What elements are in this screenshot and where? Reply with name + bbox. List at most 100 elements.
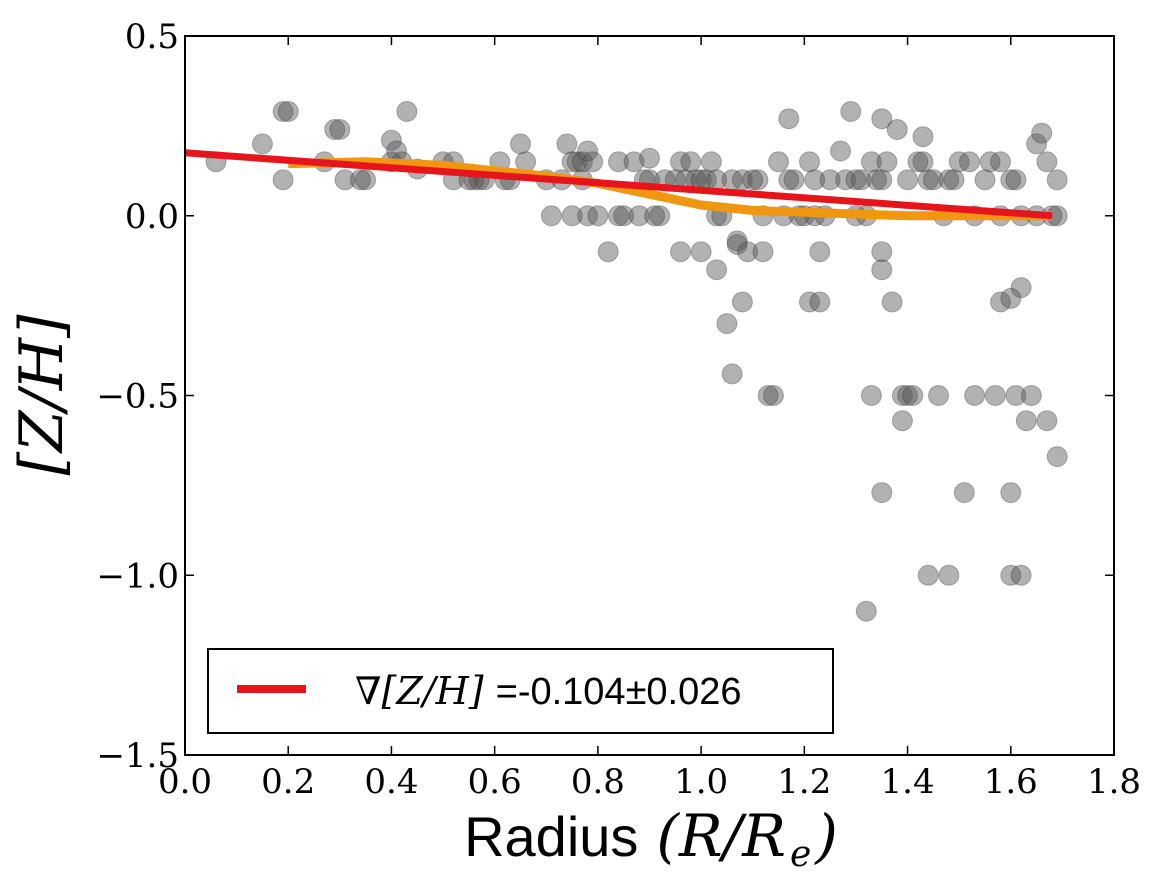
- scatter-point: [742, 169, 764, 191]
- scatter-point: [272, 101, 294, 122]
- x-tick-label: 1.2: [777, 762, 831, 802]
- scatter-point: [855, 600, 877, 622]
- scatter-point: [628, 205, 650, 227]
- scatter-point: [355, 169, 377, 191]
- scatter-point: [850, 169, 872, 191]
- scatter-point: [897, 169, 919, 191]
- scatter-point: [804, 169, 826, 191]
- scatter-point: [597, 241, 619, 263]
- scatter-point: [556, 133, 578, 155]
- scatter-point: [571, 151, 593, 173]
- scatter-point: [1026, 133, 1048, 155]
- scatter-point: [860, 385, 882, 406]
- x-tick-label: 0.6: [468, 762, 522, 802]
- scatter-point: [799, 151, 820, 173]
- legend-label-math: ∇[Z/H]: [355, 669, 484, 713]
- scatter-point: [974, 169, 996, 191]
- scatter-point: [938, 169, 960, 191]
- scatter-point: [700, 151, 722, 173]
- x-tick-label: 1.8: [1087, 762, 1141, 802]
- scatter-point: [783, 169, 805, 191]
- scatter-point: [871, 241, 893, 263]
- scatter-point: [1000, 287, 1022, 309]
- scatter-point: [1020, 385, 1042, 406]
- scatter-point: [582, 151, 604, 173]
- scatter-point: [251, 133, 273, 155]
- scatter-point: [943, 169, 965, 191]
- scatter-point: [644, 205, 666, 227]
- scatter-point: [886, 119, 908, 140]
- scatter-point: [799, 291, 820, 313]
- scatter-point: [871, 108, 893, 130]
- scatter-point: [510, 133, 531, 155]
- scatter-point: [881, 291, 903, 313]
- scatter-point: [324, 119, 346, 140]
- scatter-point: [272, 169, 294, 191]
- scatter-point: [912, 126, 934, 148]
- scatter-point: [1036, 410, 1058, 432]
- scatter-point: [1005, 169, 1027, 191]
- scatter-point: [680, 151, 702, 173]
- x-tick-label: 0.0: [158, 762, 212, 802]
- scatter-point: [350, 169, 371, 191]
- scatter-point: [608, 151, 629, 173]
- scatter-point: [1036, 151, 1058, 173]
- scatter-point: [1005, 385, 1027, 406]
- scatter-point: [566, 151, 588, 173]
- scatter-point: [639, 147, 660, 169]
- scatter-point: [866, 169, 888, 191]
- scatter-point: [959, 151, 980, 173]
- scatter-point: [1046, 446, 1068, 468]
- scatter-point: [964, 385, 986, 406]
- x-tick-label: 0.4: [364, 762, 418, 802]
- scatter-point: [768, 151, 789, 173]
- scatter-point: [1000, 564, 1022, 586]
- y-tick-label: 0.0: [125, 197, 179, 237]
- scatter-point: [1046, 169, 1068, 191]
- scatter-point: [922, 169, 944, 191]
- x-axis-label-word: Radius: [464, 805, 638, 868]
- scatter-point: [984, 385, 1006, 406]
- y-tick-label: −1.0: [96, 556, 179, 596]
- data-layer: [184, 101, 1068, 622]
- running-median-line: [288, 157, 1053, 221]
- x-axis-label-close: ): [813, 802, 838, 870]
- scatter-point: [396, 101, 418, 122]
- scatter-point: [1010, 277, 1032, 299]
- scatter-point: [334, 169, 356, 191]
- scatter-point: [561, 151, 583, 173]
- scatter-point: [380, 129, 402, 151]
- x-tick-label: 0.2: [261, 762, 315, 802]
- linear-fit-line: [184, 149, 1053, 220]
- scatter-point: [809, 241, 831, 263]
- scatter-point: [716, 313, 738, 335]
- scatter-point: [871, 482, 893, 504]
- scatter-point: [778, 108, 800, 130]
- x-axis-label-sub: e: [790, 834, 811, 875]
- legend-box: [207, 648, 834, 734]
- legend: ∇[Z/H] =-0.104±0.026: [207, 648, 834, 734]
- scatter-point: [623, 151, 645, 173]
- scatter-point: [907, 151, 929, 173]
- scatter-point: [721, 363, 743, 385]
- scatter-point: [649, 205, 671, 227]
- scatter-point: [897, 385, 919, 406]
- scatter-point: [953, 482, 975, 504]
- scatter-point: [762, 385, 784, 406]
- scatter-point: [1031, 122, 1053, 144]
- scatter-point: [938, 564, 960, 586]
- y-axis-label: [Z/H]: [7, 314, 77, 476]
- scatter-point: [830, 140, 851, 162]
- scatter-point: [845, 169, 867, 191]
- scatter-point: [613, 205, 635, 227]
- y-tick-label: 0.5: [125, 17, 179, 57]
- scatter-point: [1010, 564, 1032, 586]
- scatter-point: [670, 241, 691, 263]
- x-tick-label: 1.6: [984, 762, 1038, 802]
- scatter-point: [871, 259, 893, 281]
- scatter-point: [912, 151, 934, 173]
- scatter-point: [835, 169, 857, 191]
- y-tick-label: −1.5: [96, 736, 179, 776]
- scatter-point: [587, 205, 609, 227]
